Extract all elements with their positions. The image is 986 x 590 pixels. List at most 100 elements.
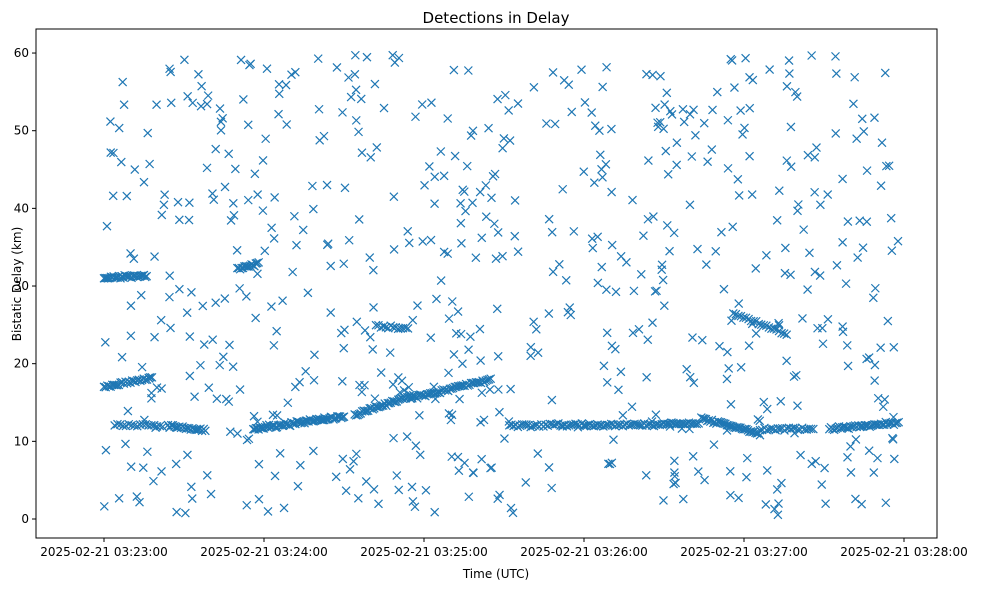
detection-marker [308, 446, 318, 456]
detection-marker [759, 397, 769, 407]
detection-marker [862, 354, 872, 364]
detection-marker [126, 462, 136, 472]
detection-marker [392, 471, 402, 480]
detection-marker [313, 54, 323, 64]
detection-marker [165, 292, 174, 302]
detection-marker [888, 434, 898, 444]
detection-marker [477, 388, 487, 398]
detection-marker [339, 412, 349, 422]
detection-marker [267, 223, 277, 233]
detection-marker [499, 134, 509, 143]
detection-marker [831, 128, 841, 138]
detection-marker [339, 343, 349, 353]
detection-marker [513, 99, 523, 108]
detection-marker [228, 198, 238, 208]
detection-marker [736, 106, 746, 115]
detection-marker [381, 322, 391, 332]
detection-marker [232, 245, 242, 255]
detection-marker [326, 308, 336, 317]
detection-marker [253, 417, 262, 427]
detection-marker [565, 303, 575, 313]
detection-marker [857, 114, 867, 124]
detection-marker [183, 91, 193, 101]
detection-marker [607, 240, 617, 250]
detection-marker [716, 227, 726, 237]
detection-marker [370, 394, 380, 404]
detection-marker [408, 497, 418, 506]
detection-marker [521, 478, 531, 487]
detection-marker [116, 157, 126, 167]
detection-marker [728, 309, 738, 318]
detection-marker [698, 414, 708, 424]
detection-marker [374, 499, 383, 509]
detection-marker [493, 494, 503, 504]
detection-marker [379, 103, 389, 113]
detection-marker [137, 362, 147, 372]
detection-marker [647, 417, 657, 426]
detection-marker [481, 212, 491, 222]
detection-marker [436, 276, 446, 285]
detection-marker [202, 163, 212, 173]
detection-marker [725, 466, 735, 476]
detection-marker [322, 180, 332, 190]
detection-marker [458, 185, 468, 195]
detection-marker [283, 398, 293, 408]
y-tick-label: 0 [21, 512, 29, 526]
detection-marker [747, 319, 757, 329]
detection-marker [660, 100, 670, 109]
detection-marker [669, 456, 679, 466]
detection-marker [126, 249, 135, 258]
detection-marker [403, 226, 413, 236]
detection-marker [351, 85, 361, 95]
detection-marker [462, 161, 472, 171]
detection-marker [776, 478, 786, 488]
detection-marker [573, 422, 583, 432]
detection-marker [736, 362, 746, 372]
detection-marker [160, 190, 170, 200]
detection-marker [881, 498, 891, 508]
detection-marker [643, 214, 653, 224]
detection-marker [393, 373, 403, 382]
detection-marker [593, 232, 603, 242]
detection-marker [230, 164, 240, 174]
detection-marker [821, 499, 831, 509]
detection-marker [413, 301, 422, 311]
detection-marker [394, 485, 404, 495]
detection-marker [307, 181, 317, 191]
detection-marker [838, 322, 847, 331]
detection-marker [600, 421, 610, 431]
detection-marker [662, 88, 672, 98]
detection-marker [444, 409, 454, 418]
detection-marker [590, 121, 600, 131]
detection-marker [774, 186, 784, 196]
detection-marker [185, 371, 195, 381]
detection-marker [685, 200, 695, 210]
detection-marker [186, 482, 196, 492]
detection-marker [663, 169, 673, 179]
detection-marker [569, 226, 579, 236]
detection-marker [456, 238, 466, 248]
detection-marker [108, 191, 118, 201]
detection-marker [734, 299, 744, 309]
detection-marker [808, 424, 818, 434]
detection-marker [468, 126, 478, 136]
detection-marker [780, 268, 790, 278]
detection-marker [138, 463, 148, 473]
detection-marker [372, 143, 382, 152]
detection-marker [388, 50, 398, 60]
detection-marker [118, 421, 128, 431]
detection-marker [873, 453, 882, 463]
detection-marker [263, 507, 273, 516]
detection-marker [547, 483, 557, 493]
detection-marker [352, 317, 362, 327]
detection-marker [719, 284, 729, 294]
detection-marker [370, 79, 380, 89]
detection-marker [340, 325, 349, 335]
detection-marker [166, 67, 176, 77]
detection-marker [762, 404, 772, 414]
detection-marker [709, 440, 719, 450]
detection-marker [303, 288, 313, 298]
detection-marker [566, 310, 576, 320]
detection-marker [602, 328, 612, 338]
